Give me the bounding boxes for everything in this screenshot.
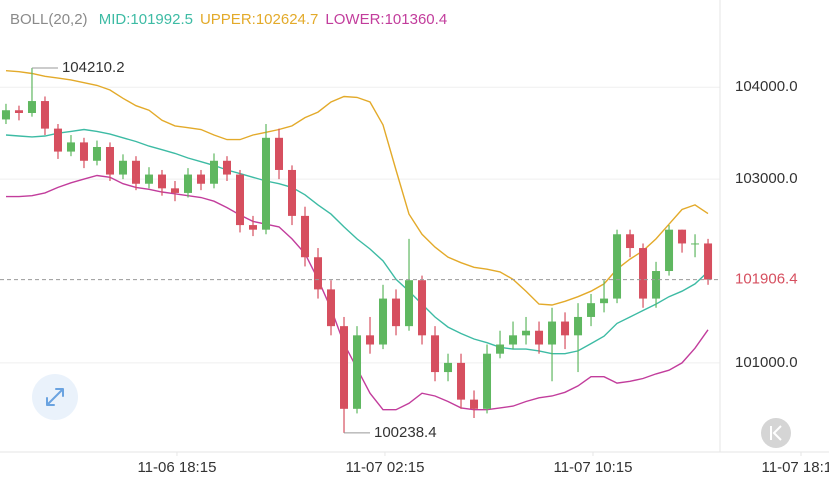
candle-body xyxy=(40,101,49,129)
candle-body xyxy=(509,335,518,345)
candle-body xyxy=(366,335,375,345)
candle-body xyxy=(652,271,661,299)
candle-body xyxy=(66,142,75,152)
candle-body xyxy=(183,174,192,193)
x-tick-label: 11-06 18:15 xyxy=(137,459,216,476)
candle-body xyxy=(639,248,648,299)
candle-body xyxy=(431,335,440,373)
candle-body xyxy=(535,330,544,345)
candle-body xyxy=(170,188,179,193)
x-tick-label: 11-07 02:15 xyxy=(345,459,424,476)
legend-value: 102624.7 xyxy=(256,11,319,28)
band-line xyxy=(5,70,709,306)
candle-body xyxy=(53,128,62,152)
candle-body xyxy=(118,160,127,175)
expand-icon xyxy=(46,388,64,406)
legend-name: UPPER: xyxy=(200,11,256,28)
candle-body xyxy=(470,399,479,409)
grid xyxy=(0,86,802,456)
candles xyxy=(1,67,713,433)
candle-body xyxy=(157,174,166,189)
last-price-label: 101906.4 xyxy=(735,271,798,288)
legend-name: MID: xyxy=(99,11,131,28)
max-price-label: 104210.2 xyxy=(62,59,125,76)
candle-body xyxy=(418,280,427,336)
candle-body xyxy=(131,160,140,184)
candle-body xyxy=(548,321,557,345)
candle-body xyxy=(236,174,244,226)
candle-body xyxy=(222,160,231,175)
candle-body xyxy=(574,316,583,336)
candle-body xyxy=(379,298,388,345)
candle-body xyxy=(301,215,310,258)
candle-body xyxy=(209,160,218,184)
candle-body xyxy=(288,169,297,216)
legend-value: 101360.4 xyxy=(385,11,448,28)
candle-body xyxy=(483,353,492,409)
candle-body xyxy=(522,330,531,336)
candle-body xyxy=(1,110,10,120)
candle-body xyxy=(196,174,205,184)
candle-body xyxy=(314,257,323,290)
expand-button[interactable] xyxy=(32,374,78,420)
scroll-button-bg[interactable] xyxy=(761,418,791,448)
candle-body xyxy=(496,344,505,354)
last-price-bg xyxy=(724,268,829,291)
y-tick-label: 101000.0 xyxy=(735,354,798,371)
candle-body xyxy=(105,146,114,175)
candle-body xyxy=(249,225,258,230)
candle-body xyxy=(92,146,101,161)
x-tick-label: 11-07 18:15 xyxy=(762,459,829,476)
candle-body xyxy=(600,298,609,304)
x-tick-label: 11-07 10:15 xyxy=(553,459,632,476)
candle-body xyxy=(327,289,336,327)
band-line xyxy=(5,128,709,355)
indicator-title: BOLL(20,2) xyxy=(10,11,88,28)
y-tick-label: 103000.0 xyxy=(735,170,798,187)
scroll-icon xyxy=(770,425,782,441)
candle-body xyxy=(626,234,635,249)
candle-body xyxy=(444,362,453,373)
candle-body xyxy=(340,326,349,409)
candle-body xyxy=(704,243,713,280)
candle-body xyxy=(457,362,466,400)
candle-body xyxy=(27,101,36,113)
candle-body xyxy=(144,174,153,184)
candle-body xyxy=(691,243,700,245)
overlay: 104210.2 100238.4 101906.4 xyxy=(0,59,829,441)
candle-body xyxy=(678,229,687,244)
candle-body xyxy=(561,321,570,336)
candle-body xyxy=(665,229,674,272)
candle-body xyxy=(405,280,414,327)
candle-body xyxy=(79,142,88,161)
candle-body xyxy=(587,303,596,317)
min-price-label: 100238.4 xyxy=(374,424,437,441)
candle-body xyxy=(275,137,284,170)
legend-name: LOWER: xyxy=(325,11,384,28)
indicator-header: BOLL(20,2) MID:101992.5 UPPER:102624.7 LOW… xyxy=(10,11,447,28)
candle-body xyxy=(353,335,362,409)
candle-body xyxy=(392,298,401,327)
legend-value: 101992.5 xyxy=(130,11,193,28)
y-tick-label: 104000.0 xyxy=(735,78,798,95)
candle-body xyxy=(613,234,622,299)
candle-body xyxy=(262,137,271,230)
candle-body xyxy=(14,110,23,113)
scroll-to-latest-button[interactable] xyxy=(761,418,791,448)
